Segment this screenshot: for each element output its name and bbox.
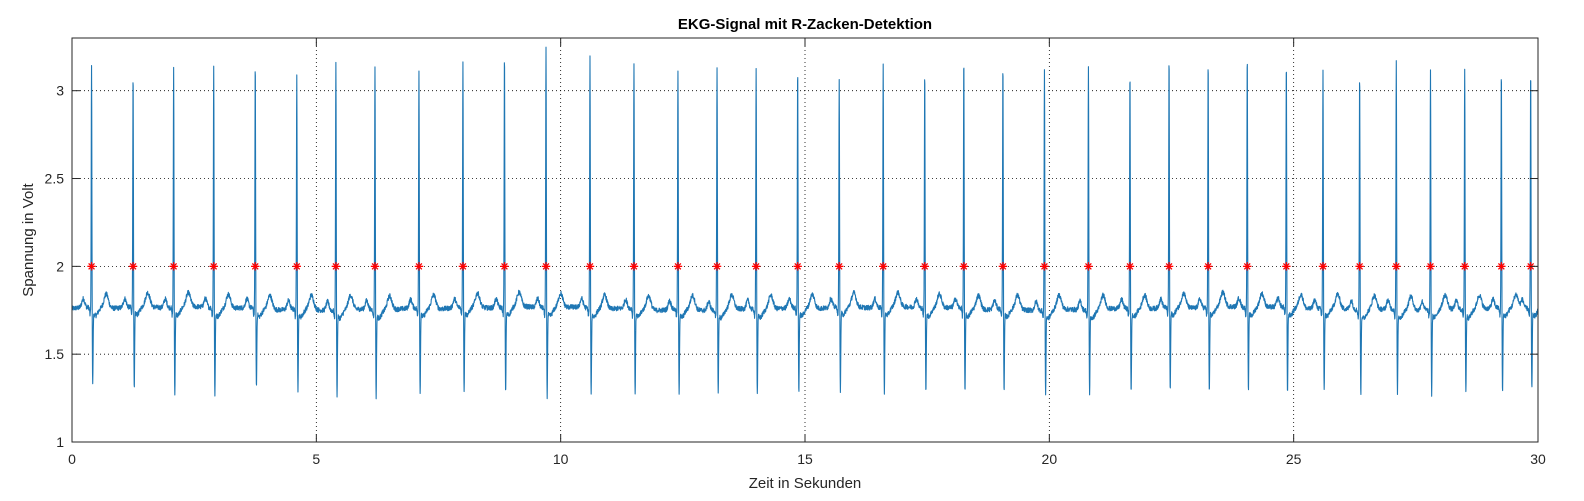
marker-stroke bbox=[1497, 262, 1505, 270]
x-tick-label: 30 bbox=[1530, 451, 1546, 467]
chart-title: EKG-Signal mit R-Zacken-Detektion bbox=[678, 16, 932, 33]
r-peak-marker bbox=[878, 262, 888, 271]
r-peak-marker bbox=[585, 262, 595, 271]
marker-stroke bbox=[251, 262, 259, 270]
marker-layer bbox=[87, 262, 1535, 271]
y-axis-label: Spannung in Volt bbox=[20, 182, 37, 296]
grid bbox=[72, 38, 1538, 442]
marker-stroke bbox=[542, 262, 550, 270]
r-peak-marker bbox=[541, 262, 551, 271]
r-peak-marker bbox=[629, 262, 639, 271]
marker-stroke bbox=[129, 262, 137, 270]
r-peak-marker bbox=[292, 262, 301, 271]
signal-layer bbox=[71, 46, 1539, 400]
r-peak-marker bbox=[128, 262, 138, 271]
x-tick-label: 20 bbox=[1042, 451, 1058, 467]
marker-stroke bbox=[1126, 262, 1134, 270]
marker-stroke bbox=[1319, 262, 1327, 270]
ekg-signal-line bbox=[71, 46, 1539, 400]
marker-stroke bbox=[1392, 262, 1400, 270]
r-peak-marker bbox=[251, 262, 260, 271]
r-peak-marker bbox=[1355, 262, 1364, 271]
marker-stroke bbox=[999, 262, 1007, 270]
x-tick-label: 5 bbox=[312, 451, 320, 467]
marker-stroke bbox=[332, 262, 340, 270]
r-peak-marker bbox=[331, 262, 341, 271]
marker-stroke bbox=[921, 262, 929, 270]
marker-stroke bbox=[371, 262, 379, 270]
marker-stroke bbox=[794, 262, 802, 270]
marker-stroke bbox=[835, 262, 843, 270]
y-tick-label: 1 bbox=[56, 434, 64, 450]
marker-stroke bbox=[1243, 262, 1251, 270]
marker-stroke bbox=[960, 262, 968, 270]
r-peak-marker bbox=[1125, 262, 1135, 271]
marker-stroke bbox=[293, 262, 301, 270]
ticks bbox=[71, 38, 1539, 443]
marker-stroke bbox=[1282, 262, 1290, 270]
r-peak-marker bbox=[1426, 262, 1435, 271]
r-peak-marker bbox=[1282, 262, 1291, 271]
r-peak-marker bbox=[1318, 262, 1328, 271]
x-tick-label: 0 bbox=[68, 451, 76, 467]
marker-stroke bbox=[1461, 262, 1469, 270]
tick-labels: 0 5 10 15 20 25 30 1 1.5 2 2.5 3 bbox=[45, 83, 1546, 467]
y-tick-label: 2 bbox=[56, 258, 64, 274]
r-peak-marker bbox=[1203, 262, 1213, 271]
r-peak-marker bbox=[458, 262, 468, 271]
marker-stroke bbox=[1041, 262, 1048, 270]
marker-stroke bbox=[1356, 262, 1364, 270]
r-peak-marker bbox=[959, 262, 969, 271]
r-peak-marker bbox=[835, 262, 844, 271]
marker-stroke bbox=[210, 262, 218, 270]
marker-stroke bbox=[1085, 262, 1092, 270]
r-peak-marker bbox=[998, 262, 1008, 271]
r-peak-marker bbox=[370, 262, 380, 271]
x-tick-label: 10 bbox=[553, 451, 569, 467]
r-peak-marker bbox=[751, 262, 761, 271]
r-peak-marker bbox=[1040, 262, 1049, 271]
r-peak-marker bbox=[414, 262, 424, 271]
marker-stroke bbox=[1165, 262, 1173, 270]
marker-stroke bbox=[752, 262, 760, 270]
marker-stroke bbox=[674, 262, 682, 270]
x-tick-label: 25 bbox=[1286, 451, 1302, 467]
marker-stroke bbox=[586, 262, 594, 270]
y-tick-label: 1.5 bbox=[45, 346, 65, 362]
marker-stroke bbox=[415, 262, 423, 270]
r-peak-marker bbox=[793, 262, 802, 271]
r-peak-marker bbox=[1497, 262, 1506, 271]
r-peak-marker bbox=[920, 262, 929, 271]
marker-stroke bbox=[879, 262, 887, 270]
r-peak-marker bbox=[500, 262, 509, 271]
marker-stroke bbox=[170, 262, 178, 270]
r-peak-marker bbox=[169, 262, 178, 271]
r-peak-marker bbox=[209, 262, 218, 271]
y-tick-label: 2.5 bbox=[45, 171, 65, 187]
marker-stroke bbox=[1427, 262, 1434, 270]
x-tick-label: 15 bbox=[797, 451, 813, 467]
marker-stroke bbox=[1204, 262, 1212, 270]
r-peak-marker bbox=[1164, 262, 1174, 271]
r-peak-marker bbox=[1243, 262, 1252, 271]
marker-stroke bbox=[88, 262, 95, 270]
r-peak-marker bbox=[673, 262, 683, 271]
r-peak-marker bbox=[1084, 262, 1093, 271]
y-tick-label: 3 bbox=[56, 83, 64, 99]
r-peak-marker bbox=[1460, 262, 1469, 271]
x-axis-label: Zeit in Sekunden bbox=[749, 475, 862, 492]
marker-stroke bbox=[501, 262, 508, 270]
marker-stroke bbox=[713, 262, 721, 270]
r-peak-marker bbox=[1392, 262, 1401, 271]
r-peak-marker bbox=[87, 262, 96, 271]
marker-stroke bbox=[459, 262, 467, 270]
r-peak-marker bbox=[712, 262, 722, 271]
marker-stroke bbox=[630, 262, 638, 270]
